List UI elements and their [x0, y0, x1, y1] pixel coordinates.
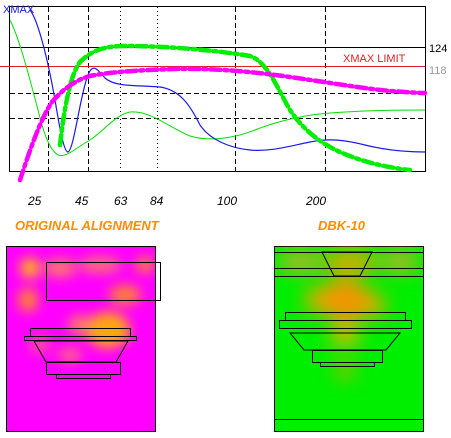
- baffle-inner-dbk-10: [279, 320, 412, 329]
- caption-original-alignment: ORIGINAL ALIGNMENT: [15, 218, 160, 233]
- x-tick-labels: 25 45 63 84 100 200: [27, 194, 326, 208]
- x-tick-84: 84: [150, 194, 164, 208]
- x-tick-45: 45: [75, 194, 89, 208]
- driver-cone-dbk-10: [288, 332, 402, 351]
- xmax-label: XMAX: [3, 4, 35, 16]
- x-tick-63: 63: [114, 194, 128, 208]
- x-tick-200: 200: [305, 194, 326, 208]
- x-tick-25: 25: [27, 194, 42, 208]
- level-124-label: 124: [429, 43, 447, 55]
- response-curve-green-dashdot: [57, 43, 413, 173]
- driver-pole-dbk-10: [320, 362, 375, 367]
- x-tick-100: 100: [217, 194, 237, 208]
- port-outline-original: [46, 262, 161, 301]
- caption-dbk-10: DBK-10: [318, 218, 366, 233]
- vertical-gridlines-dotted: [120, 7, 158, 171]
- response-plot: XMAX XMAX LIMIT 124 118 25 45 63 84 100 …: [0, 4, 447, 208]
- excursion-curve-blue: [29, 9, 426, 153]
- plot-frame: [9, 6, 426, 172]
- vertical-gridlines: [48, 7, 326, 171]
- cabinet-original: [6, 246, 156, 432]
- driver-pole-original: [56, 374, 111, 379]
- xmax-limit-label: XMAX LIMIT: [343, 53, 406, 65]
- heatmap-dbk-10: [274, 246, 424, 432]
- heatmap-original-alignment: [6, 246, 161, 432]
- level-118-label: 118: [429, 65, 447, 77]
- response-curve-magenta-dashdot: [17, 66, 428, 183]
